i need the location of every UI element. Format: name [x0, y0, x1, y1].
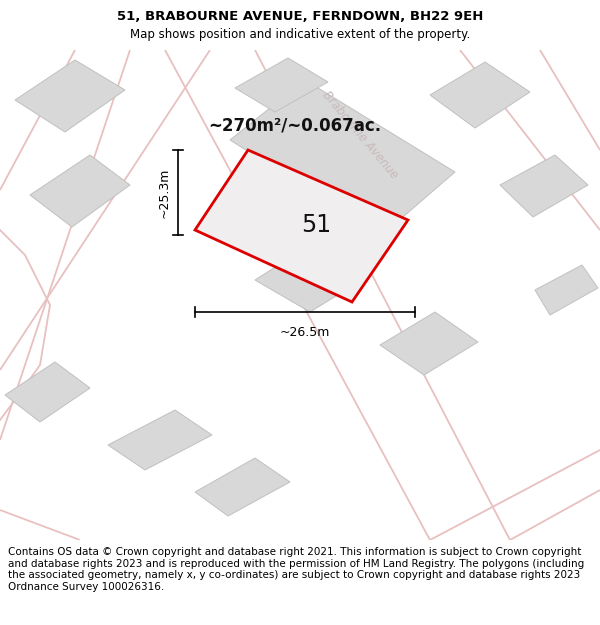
Polygon shape [195, 150, 408, 302]
Polygon shape [500, 155, 588, 217]
Polygon shape [15, 60, 125, 132]
Text: ~26.5m: ~26.5m [280, 326, 330, 339]
Text: ~25.3m: ~25.3m [157, 168, 170, 217]
Polygon shape [430, 62, 530, 128]
Polygon shape [108, 410, 212, 470]
Text: Map shows position and indicative extent of the property.: Map shows position and indicative extent… [130, 28, 470, 41]
Text: ~270m²/~0.067ac.: ~270m²/~0.067ac. [208, 116, 382, 134]
Polygon shape [5, 362, 90, 422]
Polygon shape [380, 312, 478, 375]
Polygon shape [535, 265, 598, 315]
Text: Brabourne Avenue: Brabourne Avenue [320, 89, 400, 181]
Text: 51, BRABOURNE AVENUE, FERNDOWN, BH22 9EH: 51, BRABOURNE AVENUE, FERNDOWN, BH22 9EH [117, 10, 483, 23]
Text: Contains OS data © Crown copyright and database right 2021. This information is : Contains OS data © Crown copyright and d… [8, 547, 584, 592]
Polygon shape [255, 245, 365, 312]
Polygon shape [195, 458, 290, 516]
Polygon shape [230, 80, 455, 235]
Polygon shape [30, 155, 130, 227]
Text: 51: 51 [301, 214, 331, 238]
Polygon shape [235, 58, 328, 112]
